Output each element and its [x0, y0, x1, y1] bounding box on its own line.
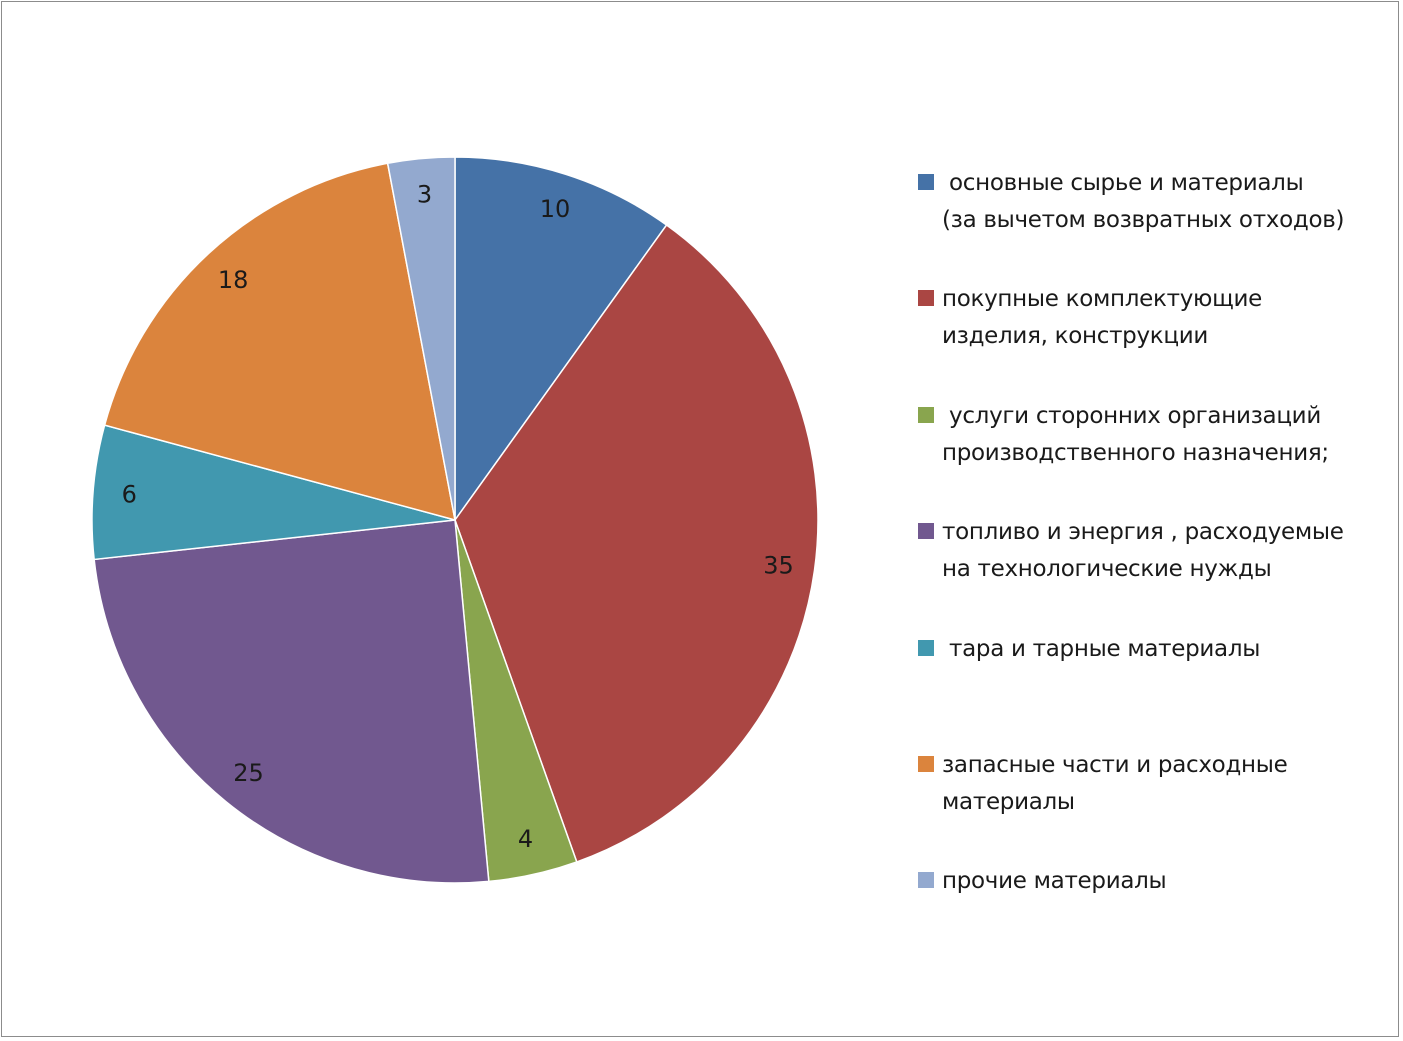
legend-label: топливо и энергия , расходуемые на техно… — [942, 519, 1344, 582]
data-label-0: 10 — [540, 195, 571, 223]
data-label-6: 3 — [417, 181, 432, 209]
legend-label: тара и тарные материалы — [942, 636, 1261, 662]
legend-swatch — [918, 640, 934, 656]
pie-slice-3 — [93, 519, 490, 884]
pie-slice-6 — [386, 156, 456, 521]
legend-label: запасные части и расходные материалы — [942, 752, 1288, 815]
legend-swatch — [918, 523, 934, 539]
legend-swatch — [918, 407, 934, 423]
legend-swatch — [918, 174, 934, 190]
data-label-2: 4 — [518, 825, 533, 853]
legend-swatch — [918, 756, 934, 772]
data-label-3: 25 — [233, 759, 264, 787]
pie-slice-0 — [454, 156, 668, 523]
legend-label: основные сырье и материалы (за вычетом в… — [942, 170, 1345, 233]
legend-label: прочие материалы — [942, 868, 1167, 894]
pie-slice-1 — [454, 223, 819, 863]
legend-swatch — [918, 290, 934, 306]
legend-label: покупные комплектующие изделия, конструк… — [942, 286, 1262, 349]
pie-slice-5 — [103, 162, 456, 522]
data-label-5: 18 — [218, 266, 249, 294]
legend-label: услуги сторонних организаций производств… — [942, 403, 1329, 466]
data-label-4: 6 — [122, 481, 137, 509]
data-label-1: 35 — [763, 552, 794, 580]
pie-slice-4 — [91, 424, 456, 561]
legend-swatch — [918, 872, 934, 888]
